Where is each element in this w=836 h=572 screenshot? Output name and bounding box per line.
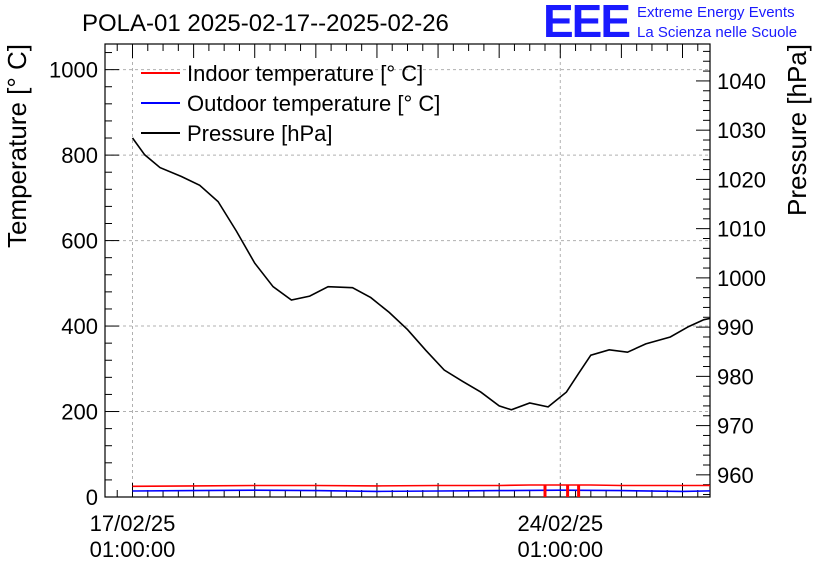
legend-label: Outdoor temperature [° C] (187, 91, 440, 116)
y-tick-label: 400 (61, 314, 98, 339)
x-tick-label-date: 24/02/25 (517, 511, 603, 536)
y2-tick-label: 1030 (717, 118, 766, 143)
y-tick-label: 1000 (49, 58, 98, 83)
x-tick-label-date: 17/02/25 (90, 511, 176, 536)
y-tick-label: 800 (61, 143, 98, 168)
y-axis-title: Temperature [° C] (2, 44, 32, 248)
y-tick-label: 600 (61, 229, 98, 254)
y-tick-label: 0 (86, 485, 98, 510)
series-line (132, 489, 710, 493)
x-tick-label-time: 01:00:00 (90, 537, 176, 562)
logo-line-2: La Scienza nelle Scuole (637, 24, 798, 41)
y2-tick-label: 1040 (717, 69, 766, 94)
y2-tick-label: 970 (717, 414, 754, 439)
eee-logo-mark: EEE (543, 0, 631, 47)
y2-tick-label: 980 (717, 364, 754, 389)
y2-tick-label: 1000 (717, 266, 766, 291)
y2-axis-title: Pressure [hPa] (782, 44, 812, 216)
logo-line-1: Extreme Energy Events (637, 4, 795, 21)
y2-tick-label: 990 (717, 315, 754, 340)
chart-title: POLA-01 2025-02-17--2025-02-26 (82, 10, 449, 37)
y2-tick-label: 1020 (717, 167, 766, 192)
x-tick-label-time: 01:00:00 (517, 537, 603, 562)
y2-tick-label: 960 (717, 463, 754, 488)
y-tick-label: 200 (61, 400, 98, 425)
y2-tick-label: 1010 (717, 217, 766, 242)
series-line (131, 137, 710, 411)
series-line (132, 484, 710, 488)
legend-label: Indoor temperature [° C] (187, 61, 423, 86)
legend-label: Pressure [hPa] (187, 121, 333, 146)
